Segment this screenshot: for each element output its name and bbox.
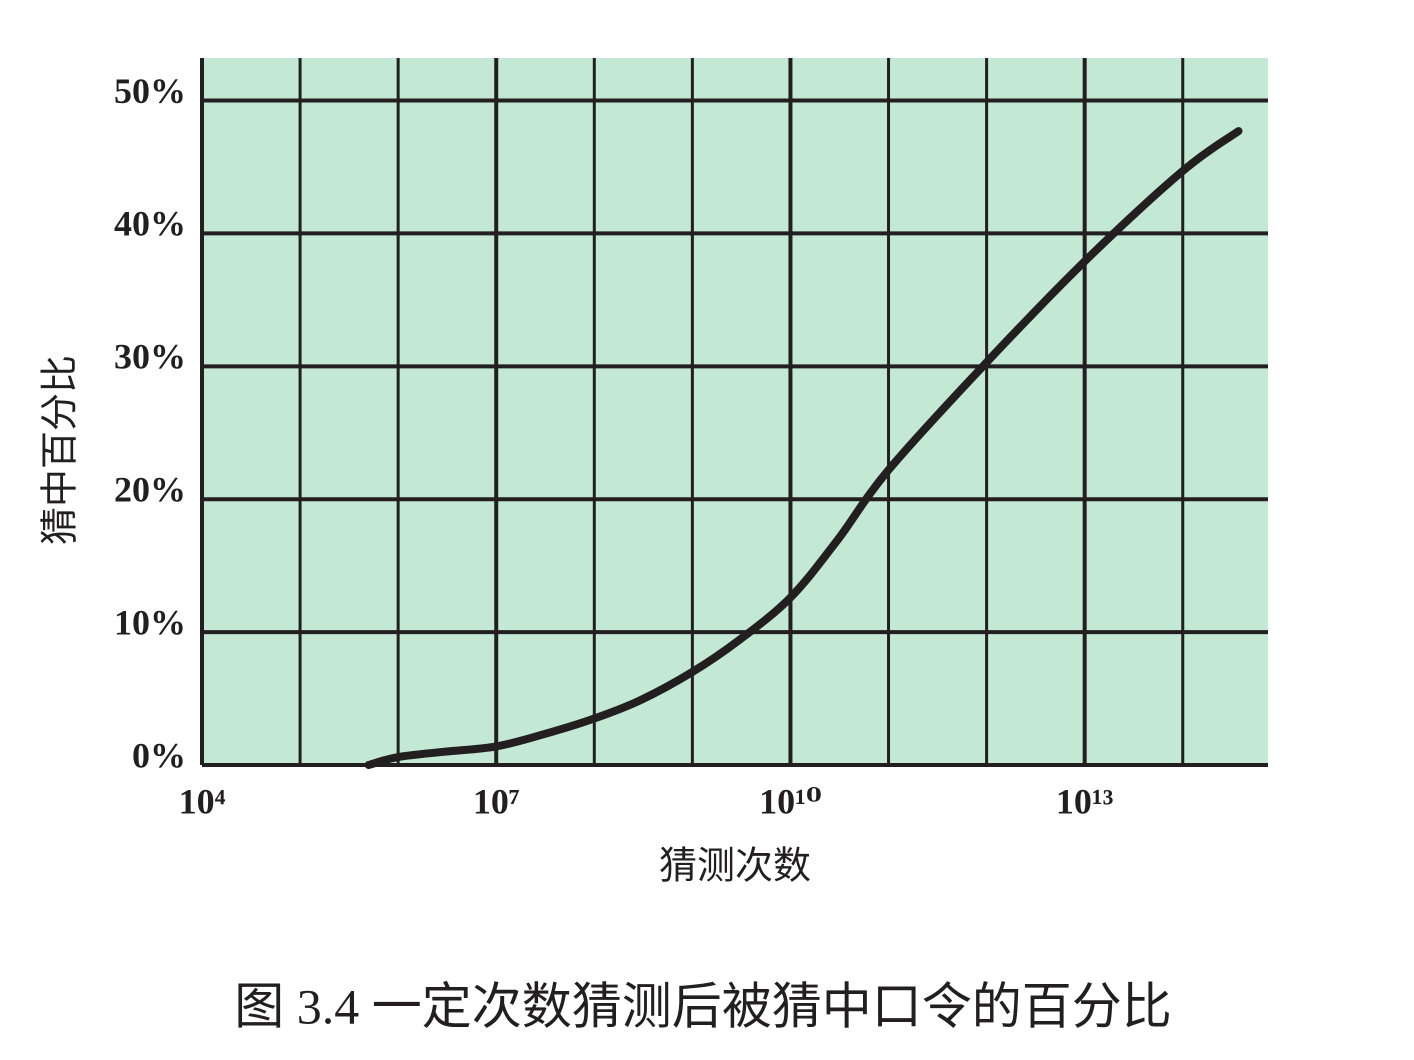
x-tick-label: 10⁴	[179, 781, 226, 821]
y-tick-label: 10%	[114, 602, 186, 642]
x-tick-label: 10⁷	[473, 781, 520, 821]
lines	[364, 127, 1243, 769]
data-line	[364, 127, 1243, 769]
y-tick-label: 30%	[114, 337, 186, 377]
x-tick-label: 10¹⁰	[759, 781, 822, 821]
x-axis-label: 猜测次数	[659, 846, 811, 888]
grid	[200, 58, 1268, 767]
y-tick-label: 20%	[114, 469, 186, 509]
y-tick-label: 50%	[114, 71, 186, 111]
y-tick-label: 40%	[114, 204, 186, 244]
y-tick-label: 0%	[132, 735, 186, 775]
plot-background	[202, 58, 1268, 765]
chart-title: 图 3.4 一定次数猜测后被猜中口令的百分比	[234, 978, 1172, 1034]
y-axis-label: 猜中百分比	[40, 355, 82, 545]
x-tick-label: 10¹³	[1056, 781, 1114, 821]
